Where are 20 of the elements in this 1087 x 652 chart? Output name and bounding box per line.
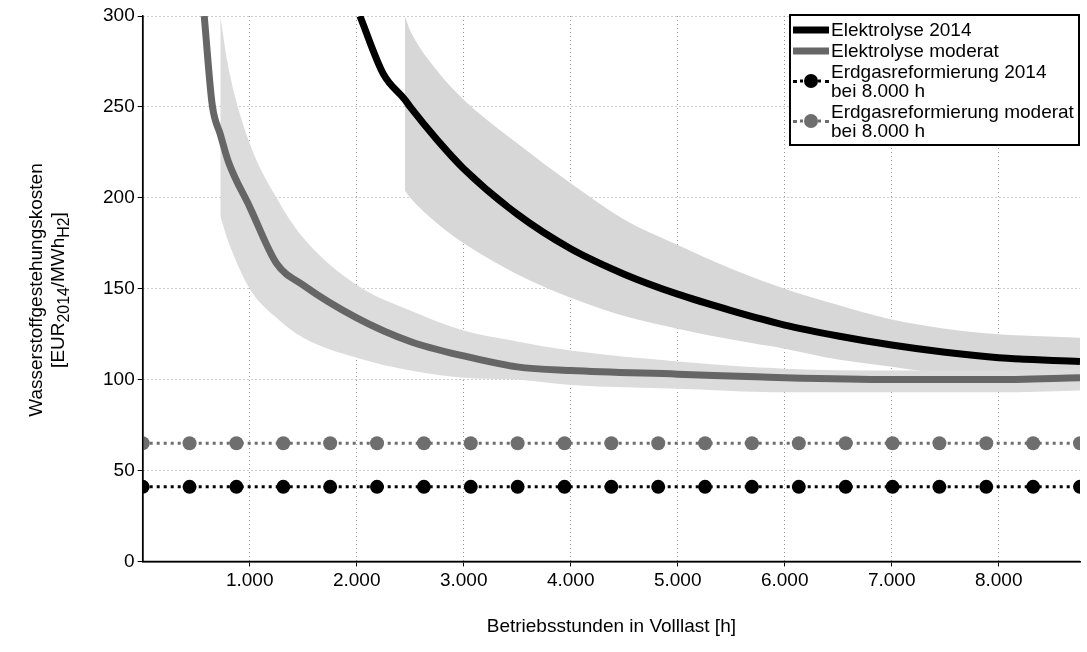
y-tick-label: 0 xyxy=(124,549,135,571)
legend-label: Erdgasreformierung 2014 bei 8.000 h xyxy=(831,61,1047,101)
y-tick-label: 250 xyxy=(103,95,135,117)
legend-label: Erdgasreformierung moderat bei 8.000 h xyxy=(831,101,1074,141)
legend-label: Elektrolyse moderat xyxy=(831,40,999,61)
x-tick-label: 7.000 xyxy=(867,569,916,591)
x-axis-title: Betriebsstunden in Volllast [h] xyxy=(486,614,736,636)
x-tick-label: 5.000 xyxy=(653,569,702,591)
x-tick-label: 3.000 xyxy=(439,569,488,591)
x-tick-label: 4.000 xyxy=(546,569,595,591)
x-tick-label: 6.000 xyxy=(760,569,809,591)
y-tick-label: 200 xyxy=(103,186,135,208)
x-tick-label: 1.000 xyxy=(225,569,274,591)
x-tick-label: 2.000 xyxy=(332,569,381,591)
y-tick-label: 100 xyxy=(103,367,135,389)
y-tick-label: 300 xyxy=(103,4,135,26)
y-tick-label: 150 xyxy=(103,276,135,298)
x-tick-label: 8.000 xyxy=(974,569,1023,591)
legend-label: Elektrolyse 2014 xyxy=(831,19,972,40)
y-tick-label: 50 xyxy=(113,458,135,480)
